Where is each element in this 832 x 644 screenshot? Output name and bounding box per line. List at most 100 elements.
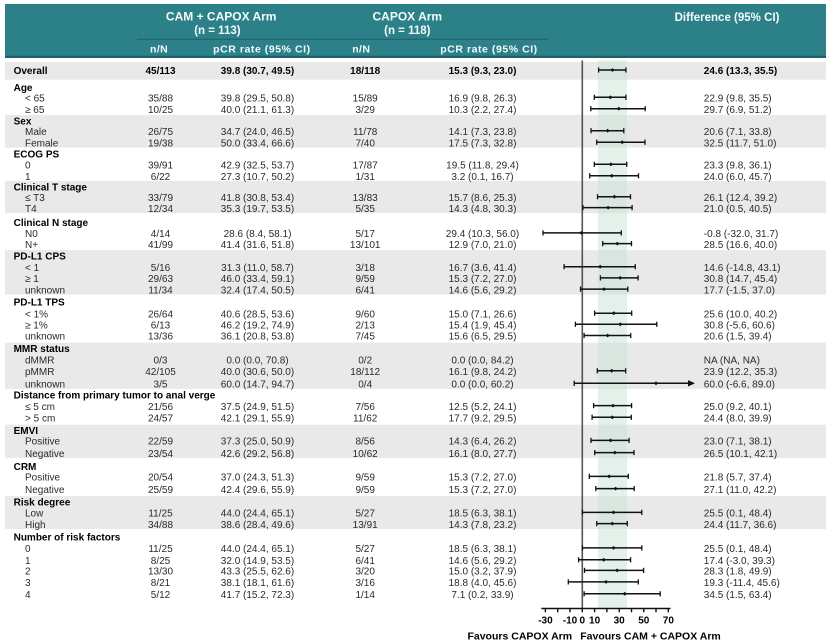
svg-text:Favours CAM + CAPOX Arm: Favours CAM + CAPOX Arm (580, 631, 721, 643)
svg-text:17.4 (-3.0, 39.3): 17.4 (-3.0, 39.3) (704, 556, 775, 567)
svg-text:25.5 (0.1, 48.4): 25.5 (0.1, 48.4) (704, 509, 772, 520)
svg-text:T4: T4 (25, 204, 37, 215)
svg-text:6/22: 6/22 (151, 172, 171, 183)
svg-text:dMMR: dMMR (25, 356, 54, 367)
svg-text:-0.8 (-32.0, 31.7): -0.8 (-32.0, 31.7) (704, 229, 778, 240)
svg-text:11/62: 11/62 (353, 414, 378, 425)
svg-text:38.6 (28.4, 49.6): 38.6 (28.4, 49.6) (221, 520, 294, 531)
svg-text:pCR rate (95% CI): pCR rate (95% CI) (213, 43, 310, 55)
svg-text:pCR rate (95% CI): pCR rate (95% CI) (440, 43, 537, 55)
svg-text:Difference (95% CI): Difference (95% CI) (675, 12, 780, 24)
svg-text:16.7 (3.6, 41.4): 16.7 (3.6, 41.4) (449, 263, 517, 274)
svg-text:18/118: 18/118 (350, 66, 380, 77)
svg-text:≤ T3: ≤ T3 (25, 193, 45, 204)
svg-text:22.9 (9.8, 35.5): 22.9 (9.8, 35.5) (704, 94, 772, 105)
svg-text:0/3: 0/3 (154, 356, 168, 367)
svg-text:21.8 (5.7, 37.4): 21.8 (5.7, 37.4) (704, 473, 772, 484)
svg-text:1/14: 1/14 (355, 590, 375, 601)
svg-text:42.6 (29.2, 56.8): 42.6 (29.2, 56.8) (221, 449, 294, 460)
svg-text:23.0 (7.1, 38.1): 23.0 (7.1, 38.1) (704, 437, 772, 448)
svg-text:Male: Male (25, 127, 47, 138)
svg-text:6/41: 6/41 (355, 556, 375, 567)
svg-text:15/89: 15/89 (353, 94, 378, 105)
svg-text:Positive: Positive (25, 473, 60, 484)
svg-text:25.6 (10.0, 40.2): 25.6 (10.0, 40.2) (704, 309, 777, 320)
svg-text:NA (NA, NA): NA (NA, NA) (704, 356, 760, 367)
svg-text:27.1 (11.0, 42.2): 27.1 (11.0, 42.2) (704, 485, 777, 496)
svg-text:Negative: Negative (25, 449, 65, 460)
svg-text:9/59: 9/59 (355, 473, 375, 484)
svg-text:(n = 113): (n = 113) (194, 25, 241, 37)
svg-text:41.4 (31.6, 51.8): 41.4 (31.6, 51.8) (221, 240, 294, 251)
svg-text:< 1%: < 1% (25, 309, 48, 320)
svg-text:26/75: 26/75 (148, 127, 173, 138)
svg-text:9/59: 9/59 (355, 485, 375, 496)
svg-text:37.3 (25.0, 50.9): 37.3 (25.0, 50.9) (221, 437, 294, 448)
svg-text:19.3 (-11.4, 45.6): 19.3 (-11.4, 45.6) (704, 578, 780, 589)
svg-text:n/N: n/N (352, 43, 370, 55)
svg-text:(n = 118): (n = 118) (384, 25, 431, 37)
svg-text:High: High (25, 520, 46, 531)
svg-text:5/12: 5/12 (151, 590, 171, 601)
svg-text:N+: N+ (25, 240, 38, 251)
svg-text:PD-L1 CPS: PD-L1 CPS (14, 252, 67, 263)
svg-text:42.9 (32.5, 53.7): 42.9 (32.5, 53.7) (221, 161, 294, 172)
svg-text:Female: Female (25, 138, 59, 149)
svg-text:13/30: 13/30 (148, 567, 173, 578)
svg-text:39.8 (29.5, 50.8): 39.8 (29.5, 50.8) (221, 94, 294, 105)
svg-text:11/25: 11/25 (148, 509, 173, 520)
svg-text:Overall: Overall (14, 66, 48, 77)
svg-text:32.0 (14.9, 53.5): 32.0 (14.9, 53.5) (221, 556, 294, 567)
svg-text:Clinical T stage: Clinical T stage (14, 182, 88, 193)
svg-text:43.3 (25.5, 62.6): 43.3 (25.5, 62.6) (221, 567, 294, 578)
svg-text:16.9 (9.8, 26.3): 16.9 (9.8, 26.3) (449, 94, 517, 105)
svg-text:0/4: 0/4 (358, 380, 372, 391)
svg-text:Positive: Positive (25, 437, 60, 448)
svg-text:1/31: 1/31 (355, 172, 375, 183)
svg-text:2/13: 2/13 (355, 321, 375, 332)
svg-text:41.8 (30.8, 53.4): 41.8 (30.8, 53.4) (221, 193, 294, 204)
svg-text:26/64: 26/64 (148, 309, 173, 320)
svg-text:20.6 (7.1, 33.8): 20.6 (7.1, 33.8) (704, 127, 772, 138)
svg-text:8/56: 8/56 (355, 437, 375, 448)
svg-text:36.1 (20.8, 53.8): 36.1 (20.8, 53.8) (221, 332, 294, 343)
svg-text:13/36: 13/36 (148, 332, 173, 343)
svg-text:≥ 1: ≥ 1 (25, 274, 39, 285)
svg-text:23/54: 23/54 (148, 449, 173, 460)
svg-text:25.0 (9.2, 40.1): 25.0 (9.2, 40.1) (704, 402, 772, 413)
svg-text:> 5 cm: > 5 cm (25, 414, 55, 425)
svg-text:15.0 (7.1, 26.6): 15.0 (7.1, 26.6) (449, 309, 517, 320)
svg-text:2: 2 (25, 567, 31, 578)
svg-text:< 65: < 65 (25, 94, 45, 105)
svg-text:4: 4 (25, 590, 31, 601)
svg-text:≥ 65: ≥ 65 (25, 105, 45, 116)
svg-text:6/41: 6/41 (355, 285, 375, 296)
svg-text:18.5 (6.3, 38.1): 18.5 (6.3, 38.1) (449, 509, 517, 520)
svg-text:30: 30 (614, 616, 626, 627)
svg-text:0.0 (0.0, 70.8): 0.0 (0.0, 70.8) (226, 356, 288, 367)
svg-text:< 1: < 1 (25, 263, 40, 274)
svg-text:0.0 (0.0, 84.2): 0.0 (0.0, 84.2) (451, 356, 513, 367)
svg-text:15.4 (1.9, 45.4): 15.4 (1.9, 45.4) (449, 321, 517, 332)
svg-text:Low: Low (25, 509, 44, 520)
svg-text:70: 70 (663, 616, 675, 627)
svg-text:7/56: 7/56 (355, 402, 375, 413)
svg-text:5/27: 5/27 (355, 509, 375, 520)
svg-text:14.6 (5.6, 29.2): 14.6 (5.6, 29.2) (449, 556, 517, 567)
svg-text:39.8 (30.7, 49.5): 39.8 (30.7, 49.5) (221, 66, 294, 77)
svg-text:12.5 (5.2, 24.1): 12.5 (5.2, 24.1) (449, 402, 517, 413)
svg-text:24.4 (8.0, 39.9): 24.4 (8.0, 39.9) (704, 414, 772, 425)
svg-text:34.7 (24.0, 46.5): 34.7 (24.0, 46.5) (221, 127, 294, 138)
svg-text:unknown: unknown (25, 380, 65, 391)
svg-text:3/20: 3/20 (355, 567, 375, 578)
svg-text:18/112: 18/112 (350, 367, 380, 378)
svg-text:25/59: 25/59 (148, 485, 173, 496)
svg-text:3/18: 3/18 (355, 263, 375, 274)
svg-text:24.0 (6.0, 45.7): 24.0 (6.0, 45.7) (704, 172, 772, 183)
svg-text:3/16: 3/16 (355, 578, 375, 589)
svg-text:5/27: 5/27 (355, 544, 375, 555)
svg-text:12.9 (7.0, 21.0): 12.9 (7.0, 21.0) (449, 240, 517, 251)
svg-text:32.5 (11.7, 51.0): 32.5 (11.7, 51.0) (704, 138, 777, 149)
svg-text:34/88: 34/88 (148, 520, 173, 531)
svg-text:60.0 (14.7, 94.7): 60.0 (14.7, 94.7) (221, 380, 294, 391)
